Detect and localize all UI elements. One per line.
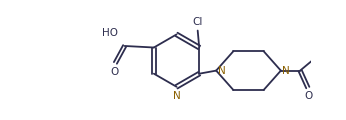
Text: N: N bbox=[173, 91, 181, 101]
Text: N: N bbox=[218, 66, 226, 76]
Text: Cl: Cl bbox=[192, 18, 203, 27]
Text: O: O bbox=[304, 91, 313, 101]
Text: N: N bbox=[282, 66, 290, 76]
Text: HO: HO bbox=[102, 28, 118, 38]
Text: O: O bbox=[110, 67, 119, 77]
